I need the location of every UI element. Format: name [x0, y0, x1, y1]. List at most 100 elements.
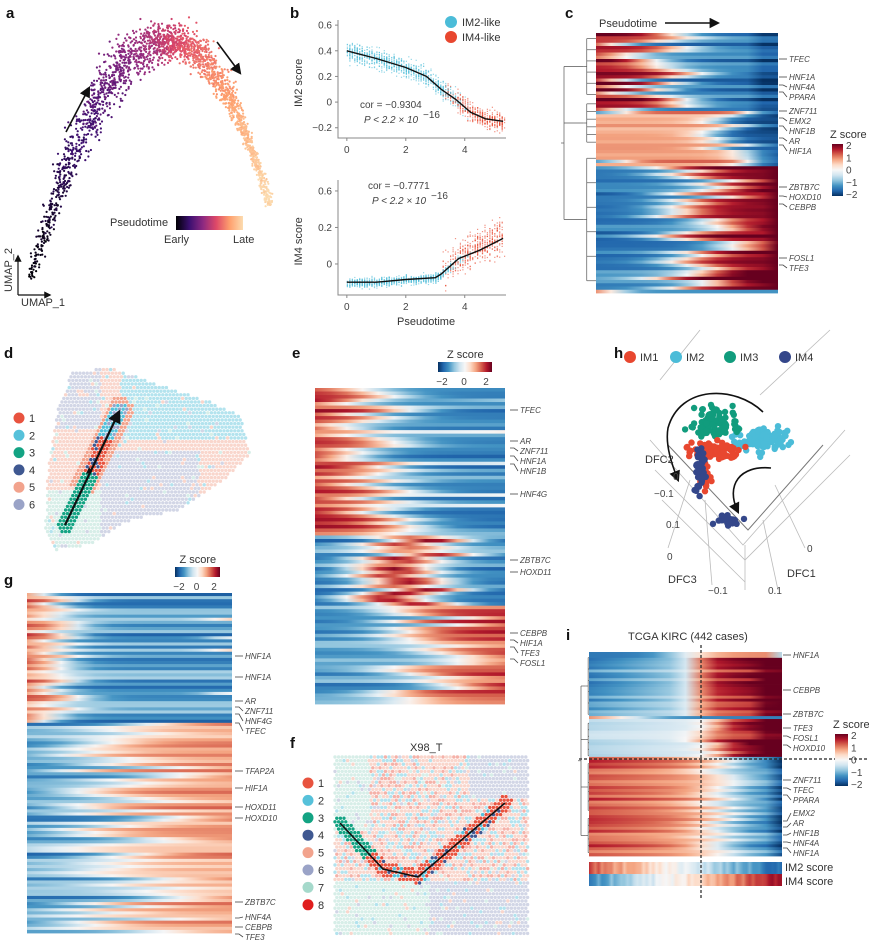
umap-point: [99, 92, 102, 95]
im4-like-point: [445, 264, 447, 267]
umap-point: [58, 171, 62, 174]
umap-point: [200, 47, 203, 50]
umap-point: [99, 73, 102, 76]
umap-point: [106, 82, 109, 85]
im2-like-point: [378, 60, 380, 62]
im2-like-point: [413, 72, 415, 74]
im2-like-point: [371, 275, 373, 277]
umap-point: [96, 112, 99, 115]
im2-like-point: [418, 279, 420, 281]
im2-like-point: [420, 75, 422, 77]
umap-point: [44, 255, 47, 258]
umap-point: [82, 145, 85, 148]
im4-like-point: [462, 98, 464, 100]
im2-like-point: [413, 65, 415, 67]
umap-point: [228, 112, 231, 115]
im2-like-point: [403, 70, 405, 72]
umap-point: [163, 52, 166, 55]
im2-like-point: [388, 54, 390, 56]
im4-like-point: [469, 103, 471, 105]
panel-label-c: c: [565, 5, 573, 22]
umap-point: [28, 275, 31, 278]
umap-point: [98, 69, 101, 72]
im2-like-point: [447, 90, 449, 92]
umap-point: [67, 144, 70, 147]
umap-point: [104, 96, 107, 99]
umap-point: [244, 147, 247, 150]
im4-like-point: [496, 239, 498, 241]
umap-point: [46, 235, 49, 238]
im4-like-point: [450, 99, 452, 101]
im2-like-point: [396, 71, 398, 73]
im4-like-point: [477, 107, 479, 109]
im2-like-point: [381, 55, 383, 57]
umap-point: [158, 56, 161, 59]
im4-like-point: [462, 260, 464, 262]
im4-like-point: [486, 239, 488, 241]
im2-like-point: [378, 65, 380, 67]
umap-point: [49, 200, 52, 203]
umap-point: [107, 74, 110, 77]
umap-point: [260, 191, 263, 195]
umap-point: [262, 193, 266, 196]
im4-like-point: [491, 112, 493, 114]
umap-point: [96, 128, 99, 131]
umap-point: [224, 106, 227, 109]
umap-point: [89, 104, 92, 108]
im2-like-point: [398, 277, 400, 279]
umap-point: [240, 133, 243, 136]
umap-point: [214, 62, 217, 65]
im2-like-point: [383, 278, 385, 281]
im4-like-point: [489, 228, 491, 230]
umap-point: [150, 44, 154, 47]
umap-point: [246, 136, 249, 139]
im4-like-point: [442, 251, 444, 253]
umap-point: [108, 107, 112, 110]
im2-like-point: [378, 52, 380, 54]
umap-point: [151, 38, 154, 41]
umap-point: [240, 119, 243, 122]
umap-point: [183, 51, 186, 54]
im4-like-point: [501, 123, 503, 125]
im4-like-point: [484, 240, 486, 242]
im4-like-point: [469, 258, 471, 260]
im2-like-point: [391, 57, 393, 59]
umap-point: [113, 103, 116, 106]
im4-like-point: [467, 97, 469, 100]
im4-like-point: [469, 101, 471, 103]
umap-point: [179, 47, 182, 50]
im4-like-point: [501, 127, 503, 129]
im4-like-point: [494, 109, 496, 111]
umap-point: [111, 46, 114, 49]
im2-like-point: [408, 66, 410, 68]
umap-point: [71, 153, 74, 156]
im2-like-point: [371, 55, 373, 57]
im2-like-point: [396, 75, 398, 77]
umap-point: [204, 75, 207, 78]
im2-like-point: [381, 69, 383, 71]
im2-like-point: [388, 66, 390, 68]
im4-like-point: [452, 251, 454, 253]
im4-like-point: [467, 99, 469, 101]
umap-point: [57, 188, 60, 191]
umap-point: [194, 66, 197, 69]
im4-like-point: [499, 112, 501, 114]
umap-point: [44, 219, 47, 223]
im2-like-point: [349, 59, 351, 61]
umap2-label: UMAP_2: [3, 248, 15, 292]
im2-like-point: [371, 58, 373, 60]
umap-point: [192, 57, 195, 60]
panel-label-g: g: [4, 572, 13, 589]
umap-point: [82, 113, 85, 116]
umap-point: [128, 79, 131, 82]
im2-like-point: [403, 276, 405, 278]
im4-like-point: [472, 116, 474, 118]
umap-point: [89, 98, 92, 101]
umap-point: [123, 58, 127, 61]
im2-like-point: [405, 276, 407, 278]
im2-like-point: [435, 91, 437, 93]
im2-like-point: [386, 57, 388, 59]
umap-point: [225, 95, 228, 98]
umap-point: [268, 191, 271, 194]
im2-like-point: [403, 75, 405, 77]
